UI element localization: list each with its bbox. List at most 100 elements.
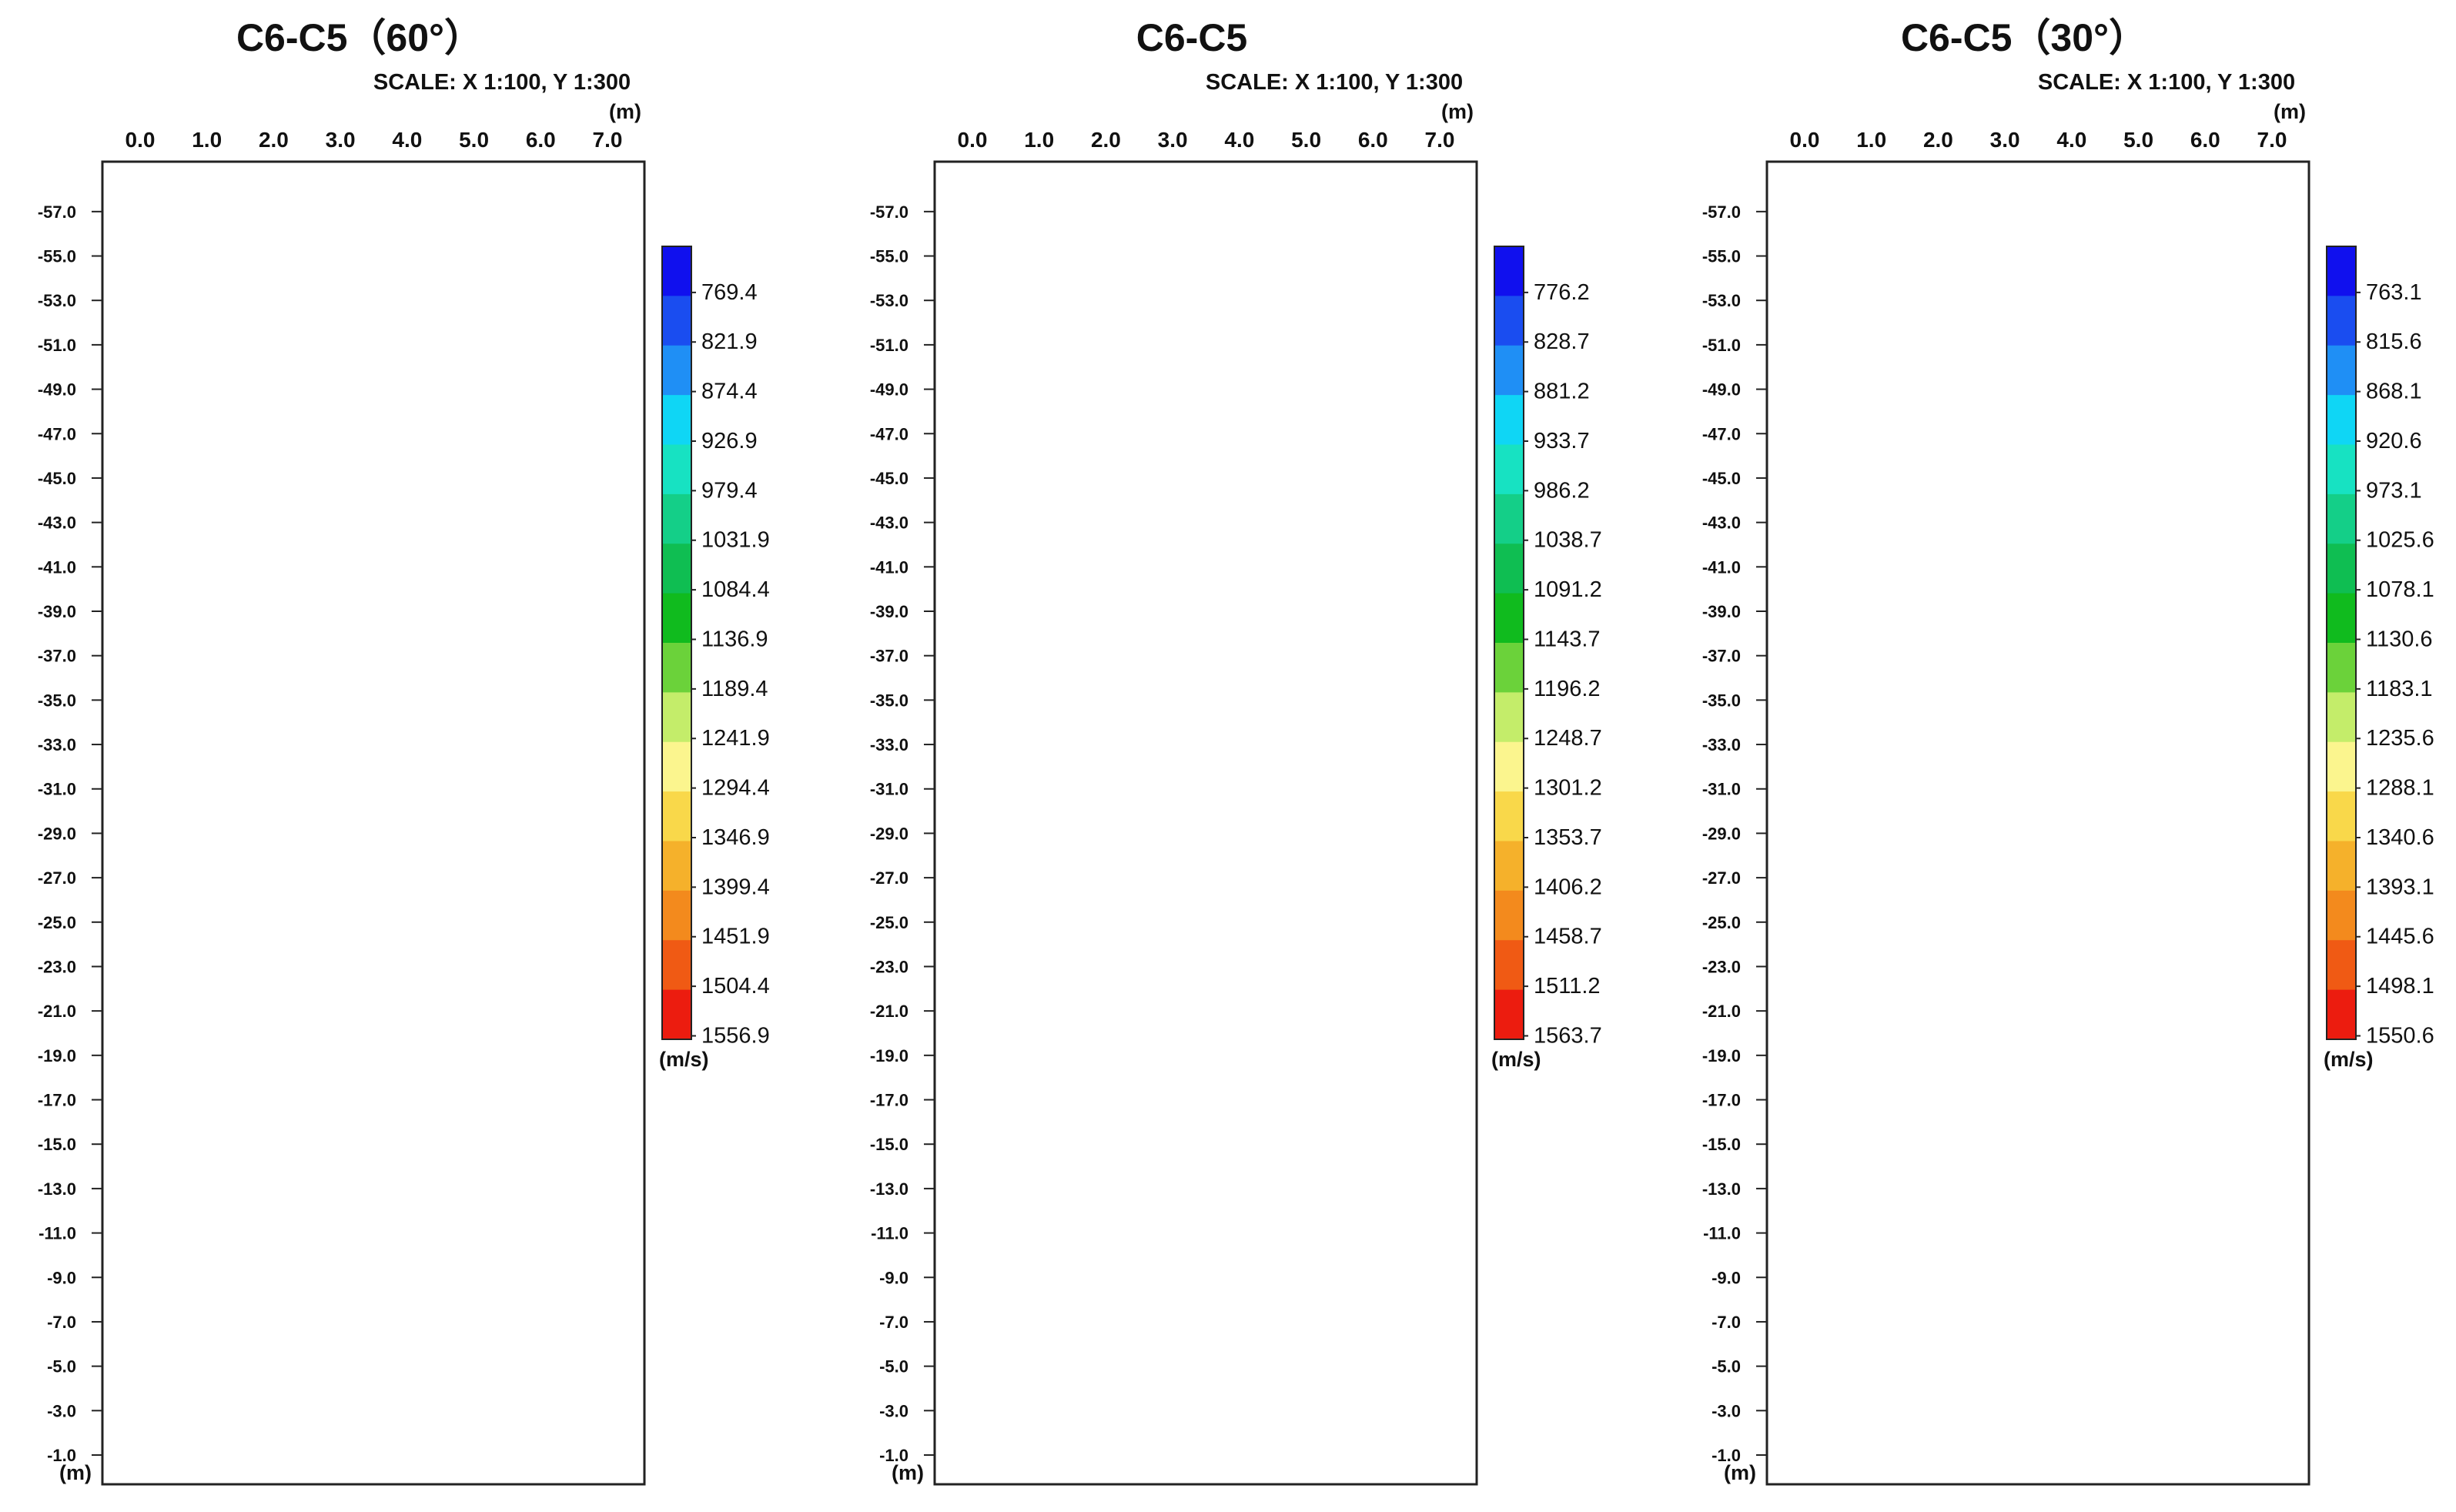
x-axis-unit-label: (m): [1441, 100, 1474, 123]
y-tick-label: -25.0: [38, 913, 76, 932]
x-axis-unit-label: (m): [609, 100, 641, 123]
y-tick-label: -53.0: [38, 291, 76, 310]
colorbar-swatch: [1494, 593, 1524, 644]
x-tick-label: 0.0: [958, 128, 988, 152]
colorbar-swatch: [2327, 841, 2356, 891]
colorbar-tick-label: 1406.2: [1534, 875, 1602, 899]
plot-frame: [933, 160, 1478, 1486]
colorbar-swatch: [1494, 296, 1524, 346]
colorbar-border: [2326, 246, 2357, 1040]
y-tick-label: -7.0: [1712, 1313, 1741, 1332]
colorbar-tick-label: 1393.1: [2366, 875, 2434, 899]
x-tick-label: 7.0: [593, 128, 623, 152]
colorbar-tick-label: 776.2: [1534, 280, 1590, 305]
y-tick-label: -23.0: [1702, 957, 1741, 976]
colorbar-tick-label: 769.4: [701, 280, 758, 305]
y-tick-label: -39.0: [870, 602, 908, 621]
colorbar-tick-label: 979.4: [701, 478, 758, 503]
y-tick-label: -15.0: [1702, 1135, 1741, 1154]
y-tick-label: -55.0: [1702, 247, 1741, 266]
colorbar-tick-label: 1445.6: [2366, 925, 2434, 949]
y-tick-label: -55.0: [870, 247, 908, 266]
colorbar-tick-label: 1498.1: [2366, 974, 2434, 999]
y-tick-label: -5.0: [1712, 1357, 1741, 1377]
colorbar-border: [1494, 246, 1524, 1040]
x-tick-label: 3.0: [326, 128, 356, 152]
colorbar-tick-label: 1511.2: [1534, 974, 1601, 999]
colorbar-swatch: [2327, 890, 2356, 941]
colorbar-swatch: [1494, 544, 1524, 594]
colorbar-swatch: [662, 989, 691, 1040]
y-tick-label: -33.0: [1702, 735, 1741, 754]
y-tick-label: -51.0: [870, 336, 908, 355]
colorbar-swatch: [1494, 345, 1524, 396]
y-tick-label: -1.0: [47, 1446, 76, 1465]
colorbar-unit-label: (m/s): [2324, 1048, 2374, 1071]
x-axis-unit-label: (m): [2274, 100, 2306, 123]
x-tick-label: 4.0: [1224, 128, 1254, 152]
colorbar-swatch: [662, 643, 691, 693]
y-tick-label: -35.0: [1702, 691, 1741, 710]
y-tick-label: -43.0: [870, 513, 908, 533]
colorbar-tick-label: 986.2: [1534, 478, 1590, 503]
y-tick-label: -7.0: [879, 1313, 908, 1332]
colorbar-tick-label: 1196.2: [1534, 677, 1601, 701]
y-tick-label: -29.0: [870, 824, 908, 843]
y-tick-label: -5.0: [879, 1357, 908, 1377]
colorbar-tick-label: 926.9: [701, 429, 758, 453]
colorbar-tick-label: 881.2: [1534, 380, 1590, 404]
y-tick-label: -37.0: [1702, 647, 1741, 666]
y-tick-label: -27.0: [38, 868, 76, 888]
y-tick-label: -19.0: [870, 1046, 908, 1065]
colorbar-tick-label: 1248.7: [1534, 726, 1602, 751]
colorbar-tick-label: 1031.9: [701, 528, 770, 553]
y-tick-label: -53.0: [1702, 291, 1741, 310]
colorbar-tick-label: 1025.6: [2366, 528, 2434, 553]
y-tick-label: -31.0: [870, 780, 908, 799]
y-tick-label: -49.0: [38, 380, 76, 400]
colorbar-tick-label: 1340.6: [2366, 825, 2434, 850]
colorbar-swatch: [1494, 890, 1524, 941]
panel-2: C6-C5 SCALE: X 1:100, Y 1:300 (m) 0.0 1.0 2.0…: [870, 16, 1602, 1486]
colorbar-tick-label: 868.1: [2366, 380, 2422, 404]
colorbar-tick-label: 1136.9: [701, 627, 768, 651]
colorbar-tick-label: 1235.6: [2366, 726, 2434, 751]
y-tick-label: -51.0: [38, 336, 76, 355]
panel-3: C6-C5（30°） SCALE: X 1:100, Y 1:300 (m) 0.0 1…: [1702, 16, 2434, 1486]
colorbar-swatch: [2327, 544, 2356, 594]
y-tick-label: -13.0: [38, 1179, 76, 1199]
colorbar-swatch: [662, 692, 691, 743]
y-tick-label: -35.0: [38, 691, 76, 710]
colorbar-tick-label: 1091.2: [1534, 577, 1602, 602]
colorbar-tick-label: 1143.7: [1534, 627, 1601, 651]
y-tick-label: -57.0: [1702, 202, 1741, 222]
colorbar-tick-label: 1451.9: [701, 925, 770, 949]
y-tick-label: -27.0: [1702, 868, 1741, 888]
y-tick-label: -43.0: [38, 513, 76, 533]
x-tick-label: 4.0: [392, 128, 422, 152]
y-tick-label: -17.0: [870, 1091, 908, 1110]
colorbar-tick-label: 1301.2: [1534, 776, 1602, 801]
chart-title: C6-C5: [1136, 16, 1247, 59]
colorbar: 763.1 815.6 868.1 920.6 973.1 1025.6 1078.1 113…: [2324, 246, 2434, 1071]
y-tick-label: -23.0: [870, 957, 908, 976]
colorbar-swatch: [662, 940, 691, 991]
colorbar-swatch: [2327, 940, 2356, 991]
y-tick-label: -31.0: [38, 780, 76, 799]
colorbar-tick-label: 1130.6: [2366, 627, 2433, 651]
colorbar-tick-label: 815.6: [2366, 329, 2422, 354]
y-tick-label: -1.0: [1712, 1446, 1741, 1465]
y-tick-label: -43.0: [1702, 513, 1741, 533]
y-tick-label: -13.0: [1702, 1179, 1741, 1199]
colorbar-tick-label: 1556.9: [701, 1023, 770, 1048]
x-tick-label: 5.0: [459, 128, 489, 152]
colorbar-swatch: [1494, 444, 1524, 495]
colorbar-tick-label: 1078.1: [2366, 577, 2434, 602]
colorbar-swatch: [1494, 989, 1524, 1040]
colorbar-swatch: [2327, 246, 2356, 296]
x-tick-label: 0.0: [125, 128, 156, 152]
x-tick-label: 1.0: [192, 128, 222, 152]
colorbar-tick-label: 1183.1: [2366, 677, 2433, 701]
colorbar-tick-label: 1563.7: [1534, 1023, 1602, 1048]
colorbar-swatch: [662, 841, 691, 891]
